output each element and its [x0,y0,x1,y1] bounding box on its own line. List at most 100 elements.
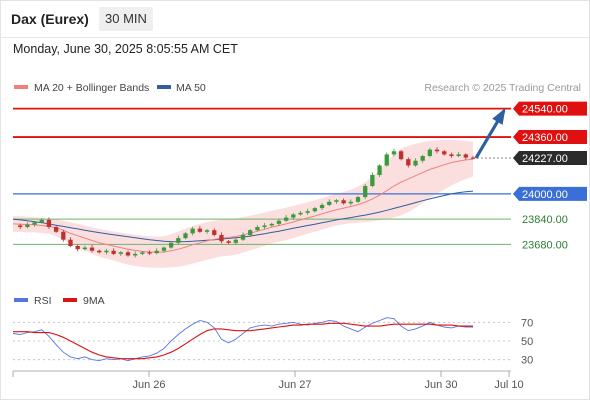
candle [363,184,368,200]
candle [226,240,231,245]
x-tick-label: Jun 30 [424,379,457,391]
candle [125,250,131,257]
candle [377,164,382,177]
level-label-23840.00: 23840.00 [522,214,568,226]
candle [219,232,224,244]
candle [319,203,325,211]
candle [104,248,109,255]
candle [398,150,404,161]
projection [474,108,506,159]
candle [327,199,332,207]
price-tag-24360.00: 24360.00 [513,130,587,145]
candle [312,206,318,213]
price-tag-label: 24540.00 [522,104,568,116]
candle [61,229,66,242]
bollinger-band-area [13,139,473,268]
x-tick-label: Jul 10 [494,379,523,391]
candle [75,244,80,252]
candle [68,237,73,248]
candle [53,225,59,234]
bollinger-bands [13,139,473,268]
legend-swatch-rsi [14,298,28,302]
legend-swatch-ma20 [14,85,28,89]
price-levels [13,107,513,245]
candle [233,237,238,245]
candle [355,195,361,204]
candle [248,228,253,237]
candle [291,213,296,220]
candle [370,172,375,188]
candle [147,250,152,256]
rsi-tick-label: 30 [521,355,533,367]
candle [176,235,181,245]
candle [161,246,167,253]
price-tag-24227.00: 24227.00 [513,151,587,166]
candle [25,222,30,229]
instrument-title: Dax (Eurex) [11,11,89,27]
candle [39,218,44,224]
candle [32,221,37,227]
candle [463,153,468,160]
research-credit: Research © 2025 Trading Central [424,82,581,94]
candle [434,147,440,154]
candle [427,147,433,158]
candle [197,226,203,234]
candle [255,225,260,232]
price-tags: 24540.00 24360.00 24227.00 24000.00 23840.00… [513,101,587,251]
legend-swatch-9ma [63,298,77,302]
candle [111,248,116,256]
timeframe-button[interactable]: 30 MIN [99,7,153,31]
candle [420,154,425,163]
x-tick-label: Jun 27 [278,379,311,391]
legend-item-rsi: RSI [34,295,52,307]
price-tag-label: 24000.00 [522,189,568,201]
candle [212,228,217,237]
legend-swatch-ma50 [157,85,171,89]
candle [341,198,346,205]
legend-item-ma50: MA 50 [176,82,206,94]
x-axis: Jun 26 Jun 27 Jun 30 Jul 10 [12,370,524,391]
candle [449,152,454,159]
rsi-series-RSI [12,317,473,362]
price-tag-label: 24227.00 [522,153,568,165]
candle [348,199,353,206]
candle [168,240,174,249]
candle [46,217,52,230]
candle [140,251,145,256]
level-label-23680.00: 23680.00 [522,239,568,251]
chart-legend: MA 20 + Bollinger Bands MA 50 Research ©… [14,82,581,94]
candle [305,208,310,215]
candle [183,232,188,240]
candle [190,226,195,236]
candle [240,232,246,241]
candle [334,198,339,204]
candle [298,210,303,216]
candle [97,249,102,254]
candle [391,148,397,157]
rsi-tick-label: 50 [521,336,533,348]
candle [133,251,138,258]
chart-header: Dax (Eurex) 30 MIN [1,1,589,38]
chart-datetime: Monday, June 30, 2025 8:05:55 AM CET [13,42,238,56]
rsi-panel: 70 50 30 [12,317,533,367]
candle [154,248,159,255]
candle [89,245,95,253]
candle [384,152,389,167]
price-tag-24540.00: 24540.00 [513,101,587,116]
candles [18,147,476,258]
candle [269,222,274,227]
candle [18,223,23,230]
candle [442,150,447,156]
rsi-legend: RSI 9MA [14,295,105,307]
candle [118,251,123,256]
candle [276,218,282,226]
candle [82,245,88,251]
legend-item-9ma: 9MA [83,295,105,307]
candle [204,228,210,234]
candle [470,155,476,160]
x-tick-label: Jun 26 [132,379,165,391]
rsi-series-9MA [13,322,473,360]
rsi-tick-label: 70 [521,317,533,329]
candle [456,151,461,158]
